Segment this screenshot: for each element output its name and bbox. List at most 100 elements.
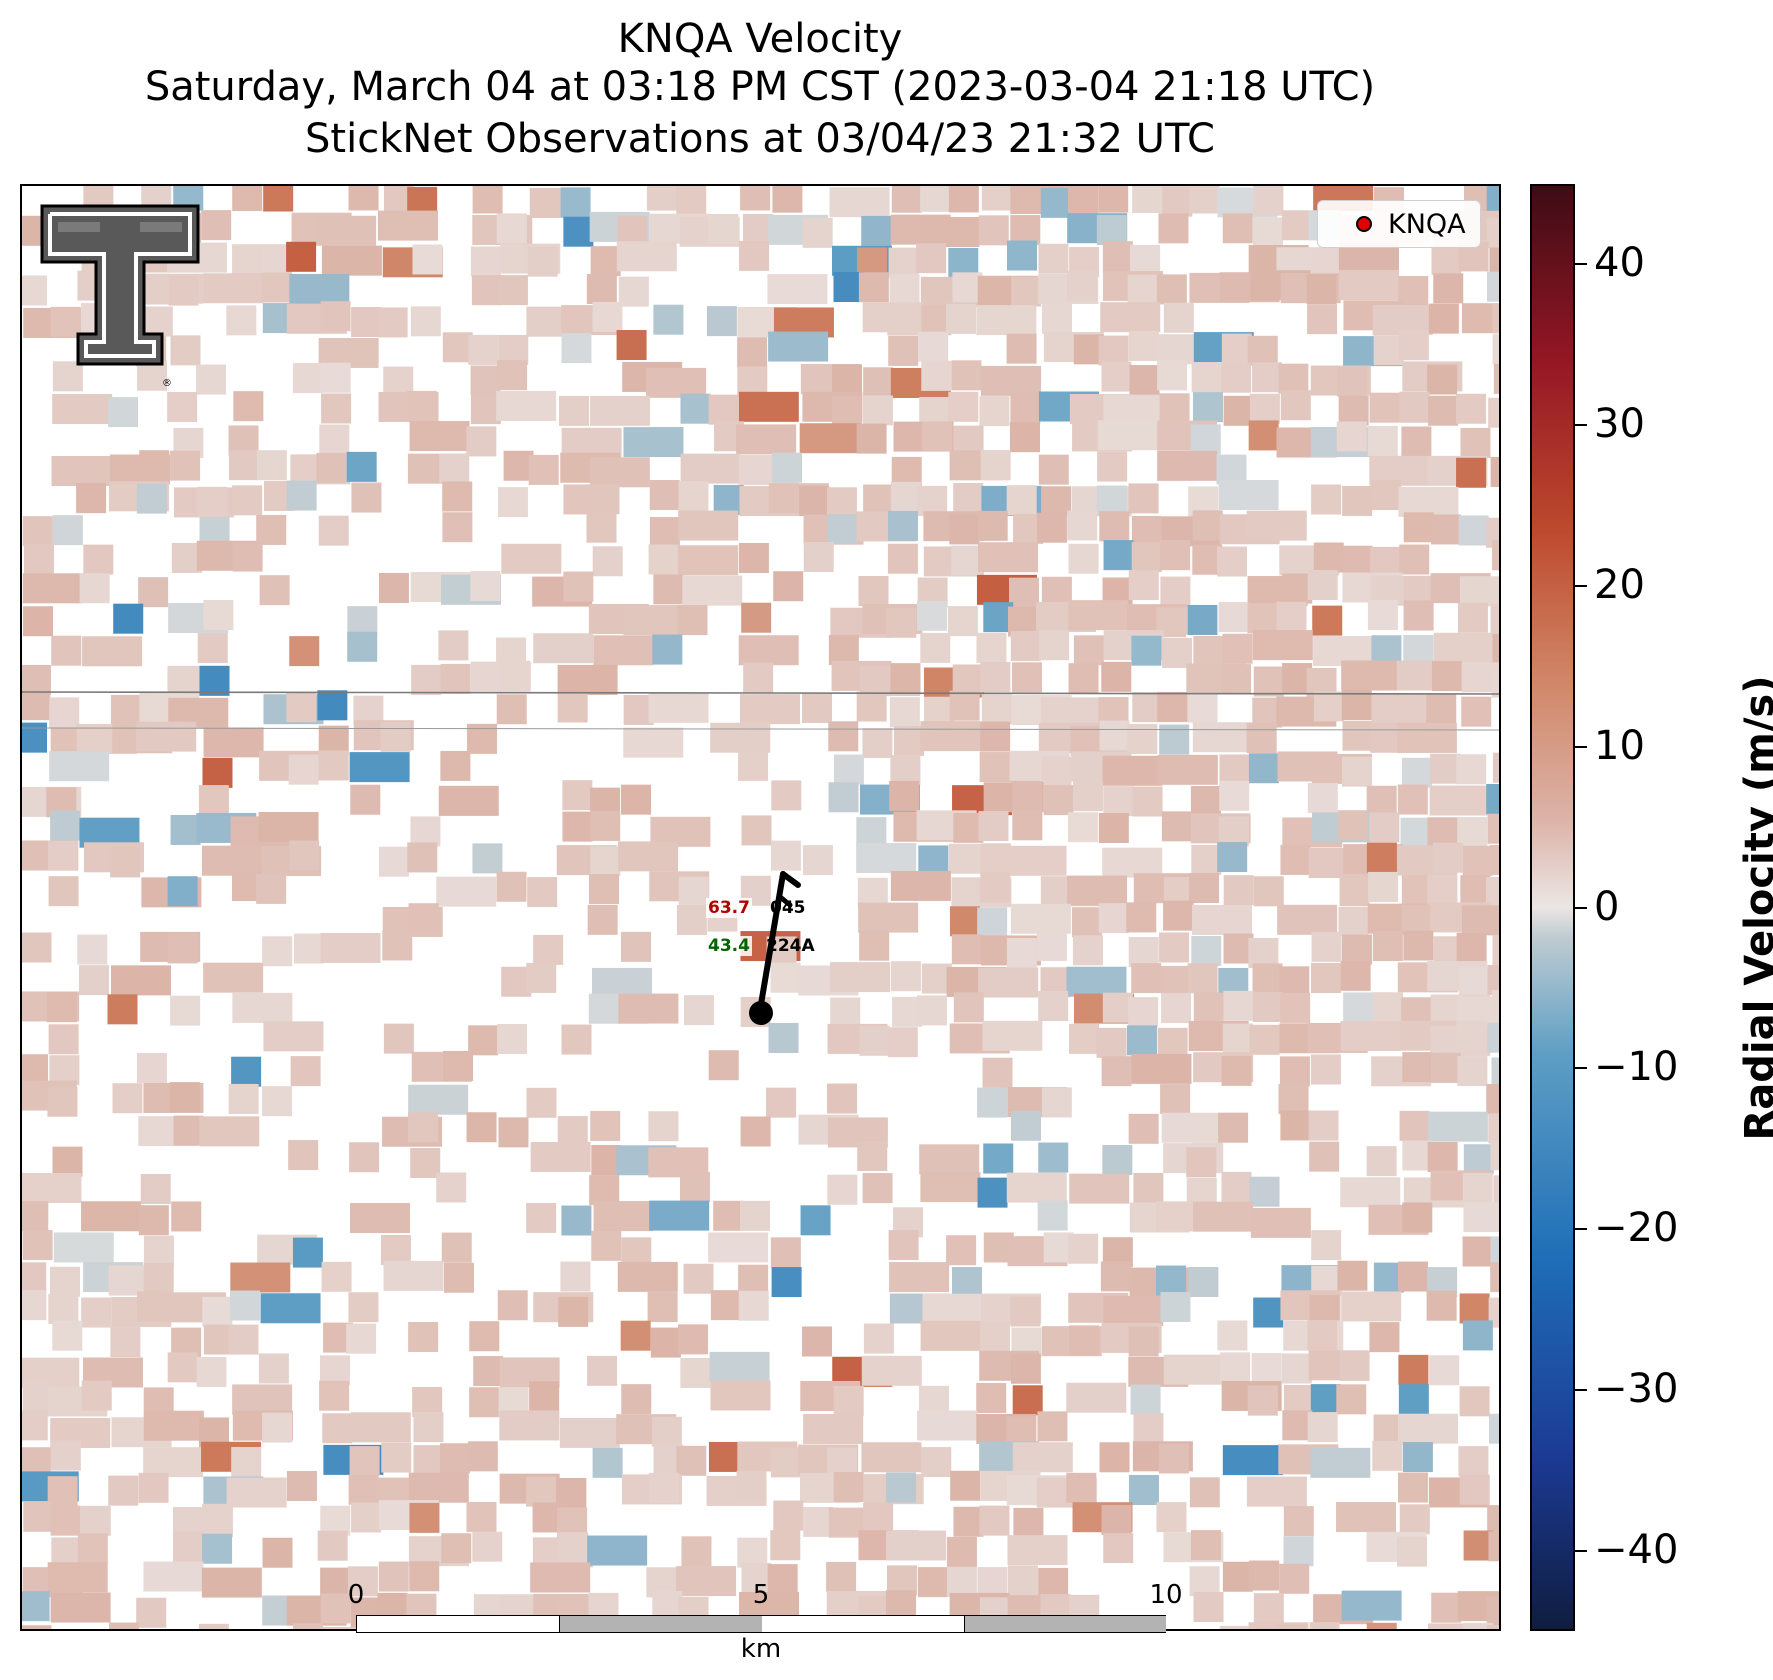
radar-gate bbox=[320, 1567, 351, 1598]
radar-gate bbox=[1130, 244, 1161, 275]
radar-gate bbox=[262, 936, 293, 967]
radar-gate bbox=[439, 453, 470, 484]
radar-gate bbox=[440, 1443, 471, 1474]
radar-gate bbox=[889, 697, 920, 728]
radar-gate bbox=[350, 1412, 411, 1443]
radar-gate bbox=[1041, 576, 1072, 607]
radar-gate bbox=[1103, 394, 1134, 425]
radar-gate bbox=[442, 481, 473, 512]
radar-gate bbox=[170, 814, 201, 845]
radar-gate bbox=[259, 575, 290, 606]
radar-gate bbox=[770, 840, 801, 871]
radar-gate bbox=[1249, 1560, 1280, 1591]
radar-gate bbox=[980, 1322, 1011, 1353]
radar-gate bbox=[856, 691, 887, 722]
radar-gate bbox=[1458, 1446, 1489, 1477]
radar-gate bbox=[948, 391, 979, 422]
radar-gate bbox=[1192, 722, 1253, 753]
radar-gate bbox=[1217, 546, 1248, 577]
radar-gate bbox=[228, 1083, 259, 1114]
radar-gate bbox=[413, 1445, 444, 1476]
radar-gate bbox=[858, 575, 889, 606]
radar-gate bbox=[1187, 963, 1218, 994]
radar-gate bbox=[410, 306, 441, 337]
radar-gate bbox=[1369, 812, 1400, 843]
colorbar-tick-label: 20 bbox=[1594, 561, 1645, 608]
radar-gate bbox=[1428, 303, 1459, 334]
radar-gate bbox=[1307, 782, 1338, 813]
radar-gate bbox=[52, 1320, 83, 1351]
radar-gate bbox=[198, 1623, 229, 1631]
radar-gate bbox=[799, 423, 860, 454]
radar-gate bbox=[1463, 1144, 1494, 1175]
radar-gate bbox=[318, 515, 349, 546]
radar-gate bbox=[676, 1445, 707, 1476]
radar-gate bbox=[50, 810, 81, 841]
colorbar-tick-mark bbox=[1575, 1549, 1587, 1552]
radar-gate bbox=[833, 1471, 864, 1502]
radar-gate bbox=[1160, 1084, 1191, 1115]
radar-gate bbox=[1037, 1200, 1068, 1231]
radar-gate bbox=[288, 1140, 319, 1171]
radar-gate bbox=[1126, 1025, 1157, 1056]
radar-gate bbox=[653, 304, 684, 335]
radar-gate bbox=[1246, 723, 1277, 754]
radar-gate bbox=[1486, 783, 1501, 814]
radar-gate bbox=[351, 307, 382, 338]
radar-gate bbox=[740, 1116, 771, 1147]
radar-gate bbox=[1338, 906, 1369, 937]
radar-gate bbox=[558, 1296, 589, 1327]
radar-gate bbox=[1493, 363, 1501, 394]
radar-gate bbox=[591, 967, 652, 998]
radar-gate bbox=[1433, 632, 1494, 663]
radar-gate bbox=[1157, 691, 1188, 722]
radar-gate bbox=[1163, 1354, 1224, 1385]
radar-gate bbox=[472, 843, 503, 874]
radar-gate bbox=[922, 1293, 983, 1324]
radar-gate bbox=[1253, 1297, 1284, 1328]
radar-gate bbox=[1311, 931, 1342, 962]
radar-gate bbox=[1158, 213, 1189, 244]
radar-gate bbox=[408, 1084, 469, 1115]
radar-gate bbox=[708, 1232, 769, 1263]
radar-gate bbox=[918, 845, 949, 876]
radar-gate bbox=[436, 876, 497, 907]
radar-gate bbox=[80, 1505, 111, 1536]
radar-gate bbox=[1250, 1207, 1311, 1238]
radar-gate bbox=[262, 1537, 293, 1568]
radar-gate bbox=[980, 365, 1041, 396]
radar-gate bbox=[737, 366, 768, 397]
radar-gate bbox=[770, 1447, 801, 1478]
radar-gate bbox=[1252, 362, 1283, 393]
radar-gate bbox=[1098, 184, 1129, 213]
radar-gate bbox=[320, 362, 351, 393]
radar-gate bbox=[263, 1021, 324, 1052]
radar-gate bbox=[231, 1447, 262, 1478]
radar-gate bbox=[136, 1597, 167, 1628]
radar-gate bbox=[890, 961, 921, 992]
radar-gate bbox=[1491, 667, 1501, 698]
radar-gate bbox=[139, 450, 170, 481]
radar-gate bbox=[1191, 362, 1222, 393]
radar-gate bbox=[202, 757, 233, 788]
radar-gate bbox=[50, 1440, 81, 1471]
radar-gate bbox=[320, 932, 381, 963]
radar-gate bbox=[618, 276, 649, 307]
radar-gate bbox=[677, 1324, 708, 1355]
radar-gate bbox=[1492, 752, 1501, 783]
radar-gate bbox=[408, 1112, 439, 1143]
radar-gate bbox=[1132, 786, 1163, 817]
radar-gate bbox=[1160, 540, 1191, 571]
radar-gate bbox=[1460, 427, 1491, 458]
radar-gate bbox=[167, 391, 198, 422]
radar-gate bbox=[1397, 1536, 1428, 1567]
radar-gate bbox=[919, 1144, 980, 1175]
radar-gate bbox=[498, 334, 529, 365]
radar-gate bbox=[229, 1290, 260, 1321]
radar-gate bbox=[20, 1410, 48, 1441]
radar-gate bbox=[683, 995, 714, 1026]
radar-gate bbox=[1156, 274, 1187, 305]
radar-gate bbox=[49, 1266, 80, 1297]
radar-gate bbox=[471, 275, 502, 306]
radar-gate bbox=[863, 1502, 894, 1533]
